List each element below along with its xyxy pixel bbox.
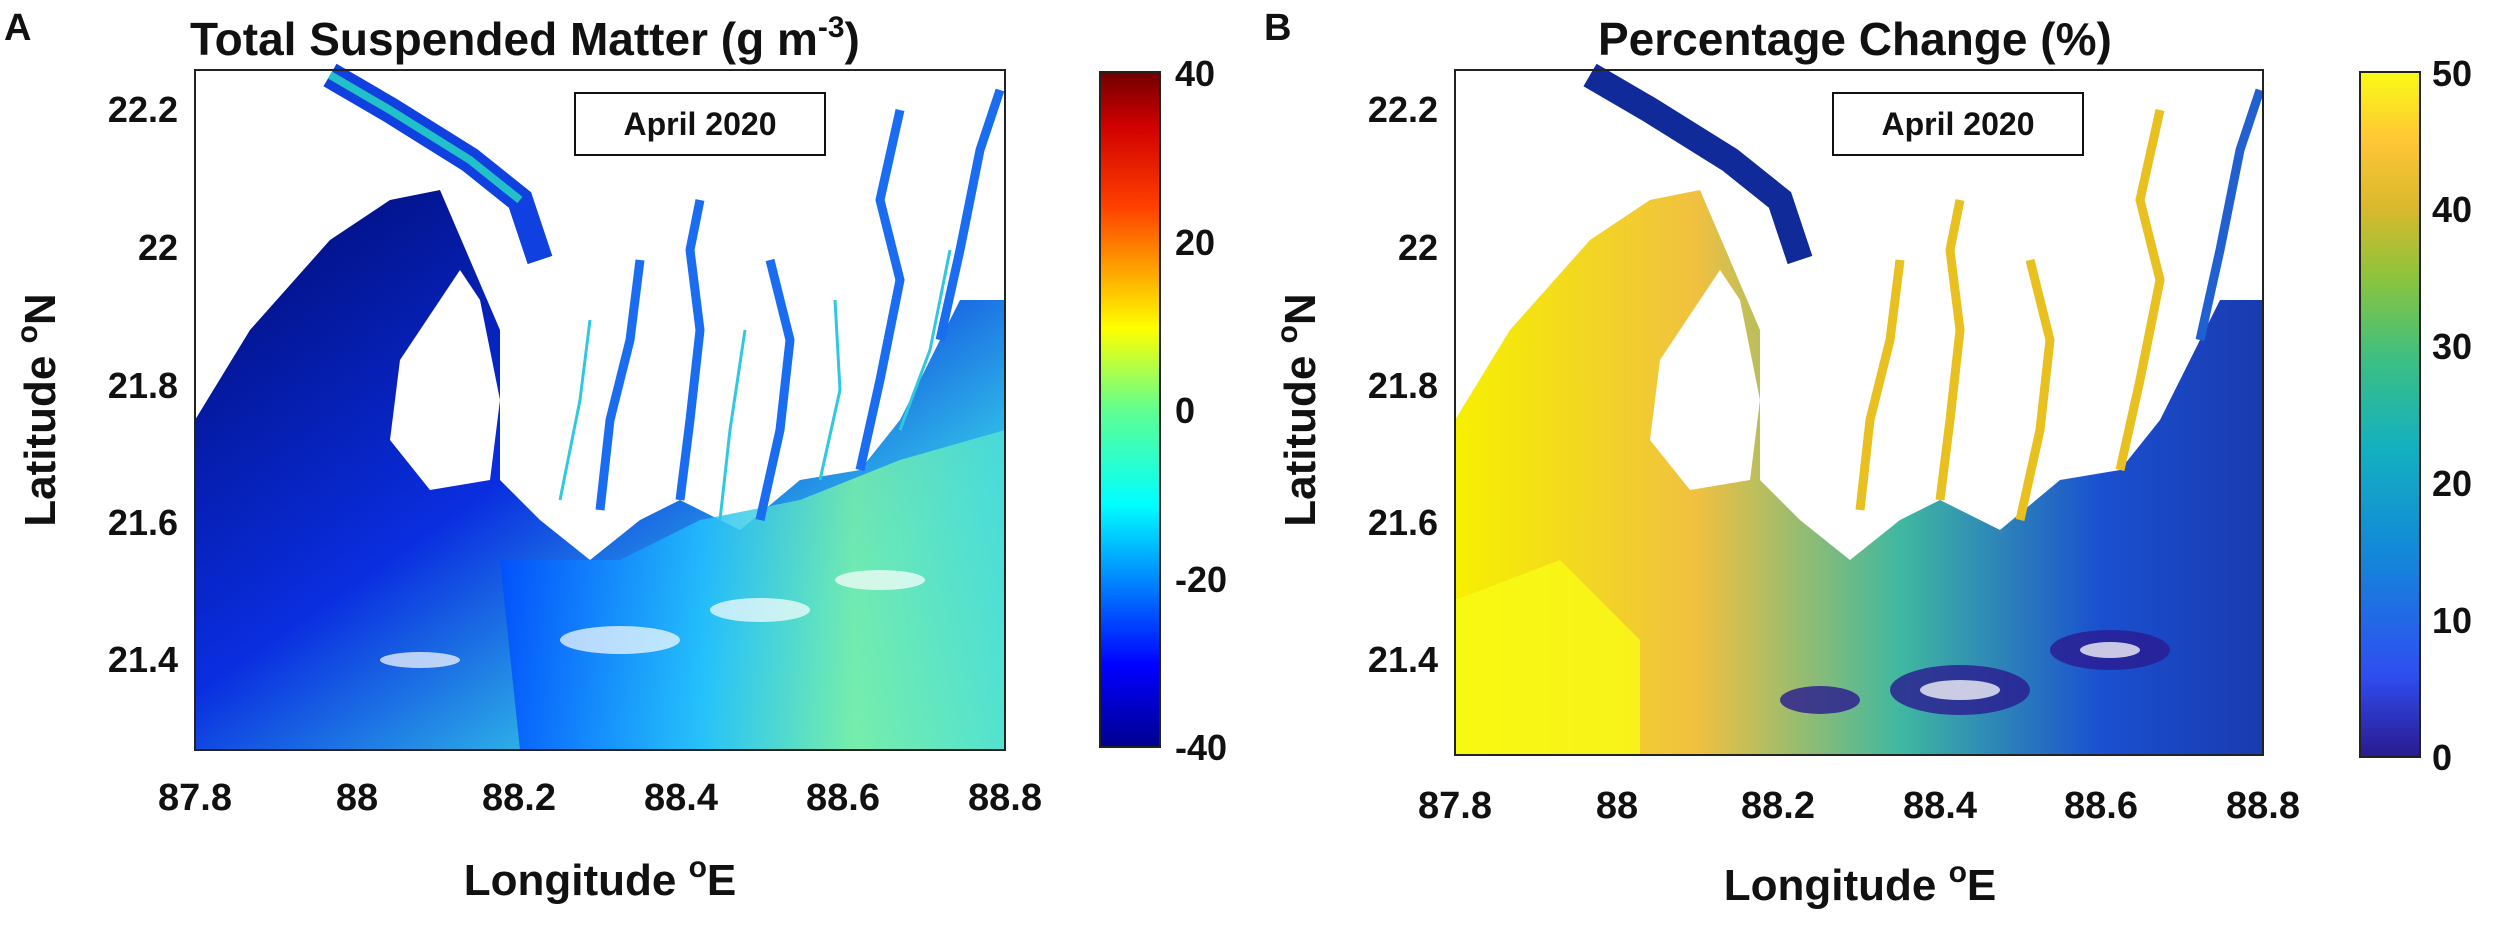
island	[390, 270, 500, 490]
panel-letter: B	[1264, 7, 1291, 49]
x-tick: 88.8	[968, 777, 1042, 819]
x-axis: 87.8 88 88.2 88.4 88.6 88.8	[158, 777, 1042, 819]
x-tick: 88.8	[2226, 785, 2300, 827]
x-tick: 87.8	[1418, 785, 1492, 827]
panel-title: Total Suspended Matter (g m-3)	[190, 11, 860, 65]
estuary-water	[1455, 190, 2263, 755]
x-axis-label: Longitude oE	[1724, 856, 1997, 910]
colorbar-tick: -40	[1175, 727, 1227, 768]
river-hooghly	[1583, 63, 1813, 265]
x-tick: 88	[1596, 785, 1638, 827]
x-tick: 88	[336, 777, 378, 819]
date-label: April 2020	[624, 106, 777, 142]
y-tick: 22	[138, 227, 178, 268]
map-area	[194, 63, 1006, 751]
y-tick: 21.4	[1368, 639, 1438, 680]
colorbar-tick: 30	[2432, 326, 2472, 367]
colorbar-tick: 20	[2432, 463, 2472, 504]
y-tick: 21.6	[108, 502, 178, 543]
y-axis: 22.2 22 21.8 21.6 21.4	[108, 89, 178, 680]
y-tick: 22.2	[1368, 89, 1438, 130]
x-tick: 88.6	[2064, 785, 2138, 827]
panel-title: Percentage Change (%)	[1598, 13, 2112, 65]
colorbar: 40 20 0 -20 -40	[1099, 53, 1227, 768]
y-tick: 21.8	[1368, 365, 1438, 406]
x-tick: 88.2	[482, 777, 556, 819]
tidal-creeks	[1855, 109, 2165, 521]
y-axis-label: Latitude oN	[1271, 293, 1325, 526]
colorbar: 50 40 30 20 10 0	[2359, 53, 2472, 778]
colorbar-tick: 0	[1175, 390, 1195, 431]
x-tick: 88.6	[806, 777, 880, 819]
panel-b: B Percentage Change (%)	[1260, 0, 2500, 920]
map-area	[1454, 63, 2265, 756]
y-tick: 22	[1398, 227, 1438, 268]
colorbar-tick: 0	[2432, 737, 2452, 778]
colorbar-tick: 50	[2432, 53, 2472, 94]
y-tick: 21.8	[108, 365, 178, 406]
panel-a-figure: A Total Suspended Matter (g m-3)	[4, 7, 1227, 905]
x-tick: 88.2	[1741, 785, 1815, 827]
tidal-creeks	[595, 88, 1005, 521]
colorbar-tick: 20	[1175, 222, 1215, 263]
panel-a: A Total Suspended Matter (g m-3)	[0, 0, 1250, 920]
x-axis: 87.8 88 88.2 88.4 88.6 88.8	[1418, 785, 2300, 827]
x-axis-label: Longitude oE	[464, 851, 737, 905]
island	[1650, 270, 1760, 490]
date-label: April 2020	[1882, 106, 2035, 142]
panel-letter: A	[4, 7, 31, 49]
y-axis-label: Latitude oN	[11, 293, 65, 526]
colorbar-tick: 40	[2432, 189, 2472, 230]
x-tick: 87.8	[158, 777, 232, 819]
y-tick: 22.2	[108, 89, 178, 130]
y-tick: 21.6	[1368, 502, 1438, 543]
colorbar-tick: 40	[1175, 53, 1215, 94]
colorbar-tick: 10	[2432, 600, 2472, 641]
y-tick: 21.4	[108, 639, 178, 680]
panel-b-figure: B Percentage Change (%)	[1264, 7, 2472, 910]
y-axis: 22.2 22 21.8 21.6 21.4	[1368, 89, 1438, 680]
colorbar-tick: -20	[1175, 559, 1227, 600]
x-tick: 88.4	[1903, 785, 1977, 827]
x-tick: 88.4	[644, 777, 718, 819]
